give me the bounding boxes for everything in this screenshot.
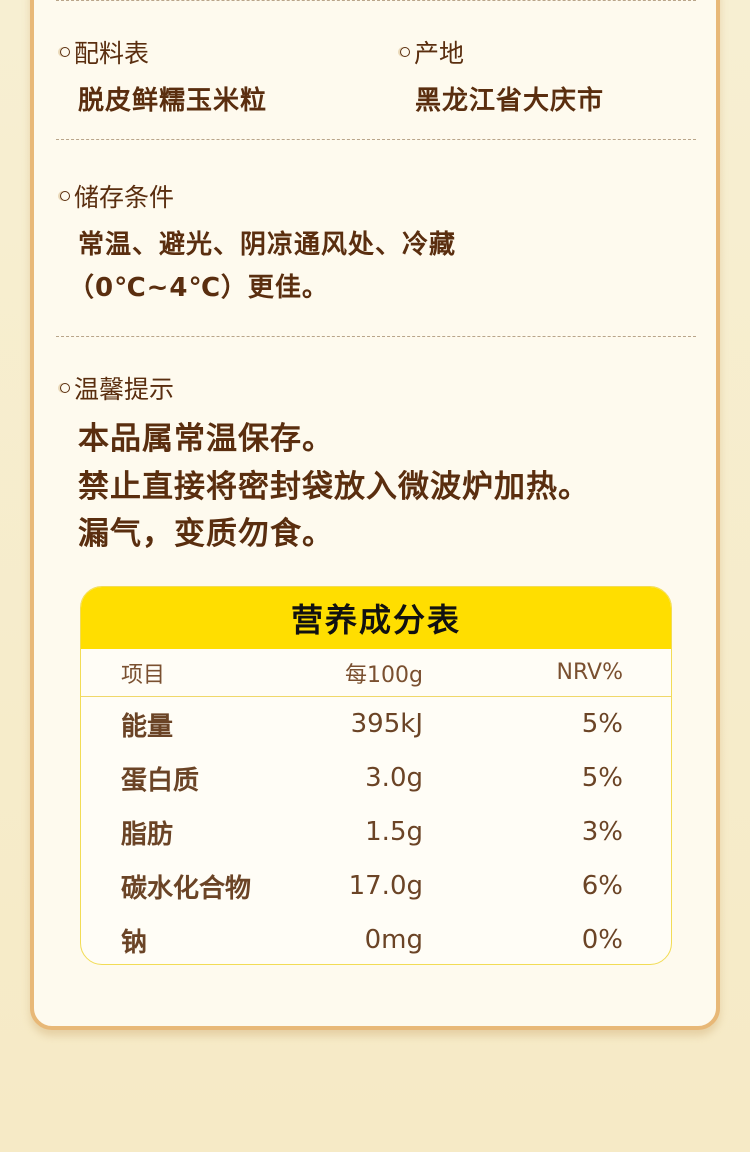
bullet-icon [60, 383, 70, 393]
divider [56, 336, 696, 337]
tips-label: 温馨提示 [60, 370, 174, 406]
origin-label-text: 产地 [414, 39, 465, 68]
nutrient-amount: 395kJ [350, 709, 423, 739]
table-header: 项目 每100g NRV% [81, 649, 671, 697]
nutrient-amount: 17.0g [348, 871, 423, 901]
table-row: 能量 395kJ 5% [81, 697, 671, 751]
nutrition-table: 营养成分表 项目 每100g NRV% 能量 395kJ 5% 蛋白质 3.0g 5% 脂肪… [80, 586, 672, 965]
ingredients-label-text: 配料表 [74, 39, 150, 68]
nutrient-amount: 3.0g [365, 763, 423, 793]
nutrient-nrv: 6% [581, 871, 623, 901]
table-row: 钠 0mg 0% [81, 913, 671, 964]
bullet-icon [60, 47, 70, 57]
nutrient-name: 碳水化合物 [121, 873, 252, 904]
storage-line: （0℃~4℃）更佳。 [68, 273, 329, 303]
storage-label: 储存条件 [60, 178, 174, 214]
storage-line: 常温、避光、阴凉通风处、冷藏 [78, 230, 457, 260]
nutrient-name: 钠 [121, 927, 148, 958]
nutrient-nrv: 5% [581, 709, 623, 739]
nutrient-name: 脂肪 [121, 819, 174, 850]
storage-label-text: 储存条件 [74, 183, 175, 212]
origin-label: 产地 [400, 34, 464, 70]
nutrient-amount: 0mg [364, 925, 423, 955]
nutrient-nrv: 5% [581, 763, 623, 793]
ingredients-label: 配料表 [60, 34, 149, 70]
ingredients-value: 脱皮鲜糯玉米粒 [78, 86, 268, 116]
header-nrv: NRV% [556, 660, 624, 685]
table-row: 碳水化合物 17.0g 6% [81, 859, 671, 913]
table-row: 蛋白质 3.0g 5% [81, 751, 671, 805]
nutrient-name: 蛋白质 [121, 765, 200, 796]
header-per100g: 每100g [345, 662, 423, 688]
tips-label-text: 温馨提示 [74, 375, 175, 404]
nutrient-amount: 1.5g [365, 817, 423, 847]
origin-value: 黑龙江省大庆市 [415, 86, 605, 116]
table-row: 脂肪 1.5g 3% [81, 805, 671, 859]
divider [56, 0, 696, 1]
bullet-icon [400, 47, 410, 57]
nutrient-nrv: 0% [581, 925, 623, 955]
nutrient-name: 能量 [121, 711, 174, 742]
header-item: 项目 [121, 662, 166, 688]
tip-line: 禁止直接将密封袋放入微波炉加热。 [78, 469, 590, 505]
nutrient-nrv: 3% [581, 817, 623, 847]
divider [56, 139, 696, 140]
bullet-icon [60, 191, 70, 201]
tip-line: 本品属常温保存。 [78, 421, 334, 457]
nutrition-title: 营养成分表 [81, 587, 671, 649]
tip-line: 漏气，变质勿食。 [78, 516, 334, 552]
